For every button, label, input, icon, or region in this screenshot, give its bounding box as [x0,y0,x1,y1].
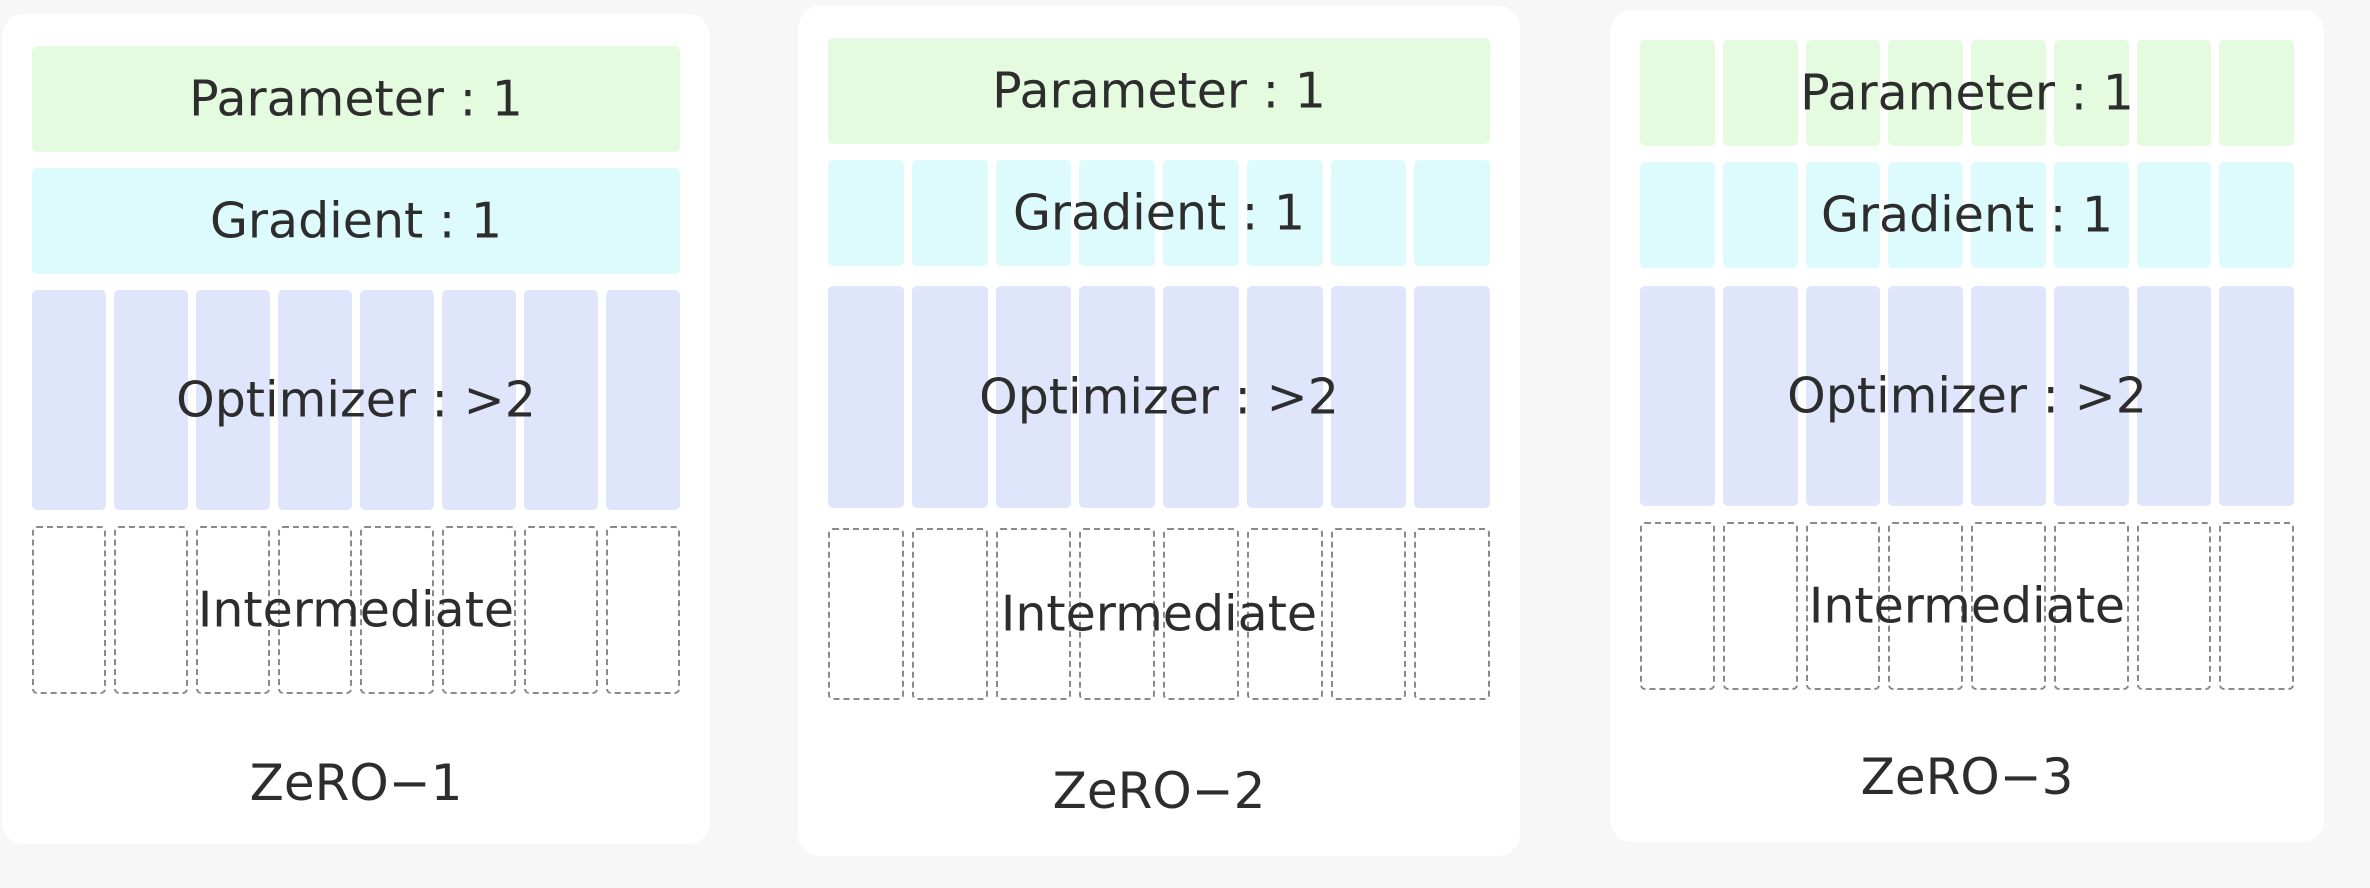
gradient-block [2136,162,2212,268]
gradient-block [911,160,988,266]
gradient-block [1888,162,1963,268]
gradient-block [995,160,1072,266]
intermediate-block [2053,522,2129,690]
intermediate-row: Intermediate [828,528,1490,700]
parameter-block [828,38,1490,144]
gradient-row: Gradient : 1 [828,160,1490,266]
parameter-row: Parameter : 1 [828,38,1490,144]
optimizer-block [2136,286,2212,506]
gradient-block [1971,162,2046,268]
intermediate-block [1971,522,2046,690]
intermediate-block [1246,528,1323,700]
optimizer-block [1163,286,1239,508]
optimizer-block [1414,286,1490,508]
panel-caption: ZeRO−1 [249,754,463,812]
intermediate-block [2219,522,2294,690]
parameter-block [2219,40,2294,146]
intermediate-block [524,526,598,694]
gradient-block [1640,162,1715,268]
zero-2-panel: Parameter : 1 Gradient : 1 Optimizer : >… [798,6,1520,856]
intermediate-block [114,526,188,694]
parameter-block [1722,40,1798,146]
optimizer-block [196,290,270,510]
optimizer-block [360,290,434,510]
intermediate-block [2136,522,2212,690]
zero-3-panel: Parameter : 1 Gradient : 1 Optimizer : >… [1610,10,2324,842]
optimizer-block [1330,286,1407,508]
optimizer-block [1805,286,1881,506]
optimizer-block [2053,286,2129,506]
parameter-block [32,46,680,152]
intermediate-block [442,526,516,694]
intermediate-block [1414,528,1490,700]
optimizer-block [1971,286,2046,506]
intermediate-block [1640,522,1715,690]
gradient-row: Gradient : 1 [1640,162,2294,268]
optimizer-block [995,286,1072,508]
parameter-block [2136,40,2212,146]
intermediate-block [1330,528,1407,700]
gradient-block [828,160,904,266]
intermediate-row: Intermediate [32,526,680,694]
parameter-row: Parameter : 1 [32,46,680,152]
parameter-block [1640,40,1715,146]
intermediate-block [1079,528,1155,700]
intermediate-block [1722,522,1798,690]
intermediate-block [995,528,1072,700]
intermediate-block [911,528,988,700]
optimizer-block [278,290,352,510]
optimizer-row: Optimizer : >2 [828,286,1490,508]
parameter-block [1805,40,1881,146]
gradient-block [1414,160,1490,266]
parameter-block [1971,40,2046,146]
intermediate-block [1163,528,1239,700]
optimizer-block [1079,286,1155,508]
optimizer-block [1246,286,1323,508]
zero-1-panel: Parameter : 1 Gradient : 1 Optimizer : >… [2,14,710,844]
optimizer-block [911,286,988,508]
intermediate-block [196,526,270,694]
gradient-block [32,168,680,274]
intermediate-block [278,526,352,694]
gradient-block [2219,162,2294,268]
optimizer-block [442,290,516,510]
parameter-row: Parameter : 1 [1640,40,2294,146]
intermediate-block [828,528,904,700]
intermediate-block [606,526,680,694]
optimizer-row: Optimizer : >2 [1640,286,2294,506]
intermediate-block [1805,522,1881,690]
optimizer-block [114,290,188,510]
gradient-row: Gradient : 1 [32,168,680,274]
optimizer-block [606,290,680,510]
parameter-block [1888,40,1963,146]
intermediate-block [360,526,434,694]
gradient-block [1805,162,1881,268]
optimizer-row: Optimizer : >2 [32,290,680,510]
panel-caption: ZeRO−3 [1860,748,2074,806]
gradient-block [1246,160,1323,266]
parameter-block [2053,40,2129,146]
optimizer-block [1722,286,1798,506]
panel-caption: ZeRO−2 [1052,762,1266,820]
intermediate-block [32,526,106,694]
gradient-block [1163,160,1239,266]
gradient-block [1079,160,1155,266]
intermediate-row: Intermediate [1640,522,2294,690]
gradient-block [1722,162,1798,268]
intermediate-block [1888,522,1963,690]
optimizer-block [32,290,106,510]
optimizer-block [1640,286,1715,506]
gradient-block [1330,160,1407,266]
optimizer-block [2219,286,2294,506]
optimizer-block [828,286,904,508]
gradient-block [2053,162,2129,268]
optimizer-block [1888,286,1963,506]
optimizer-block [524,290,598,510]
